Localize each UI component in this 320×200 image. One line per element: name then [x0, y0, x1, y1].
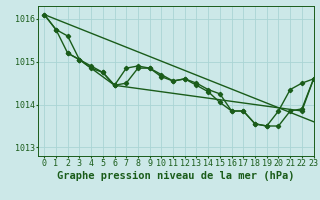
- X-axis label: Graphe pression niveau de la mer (hPa): Graphe pression niveau de la mer (hPa): [57, 171, 295, 181]
